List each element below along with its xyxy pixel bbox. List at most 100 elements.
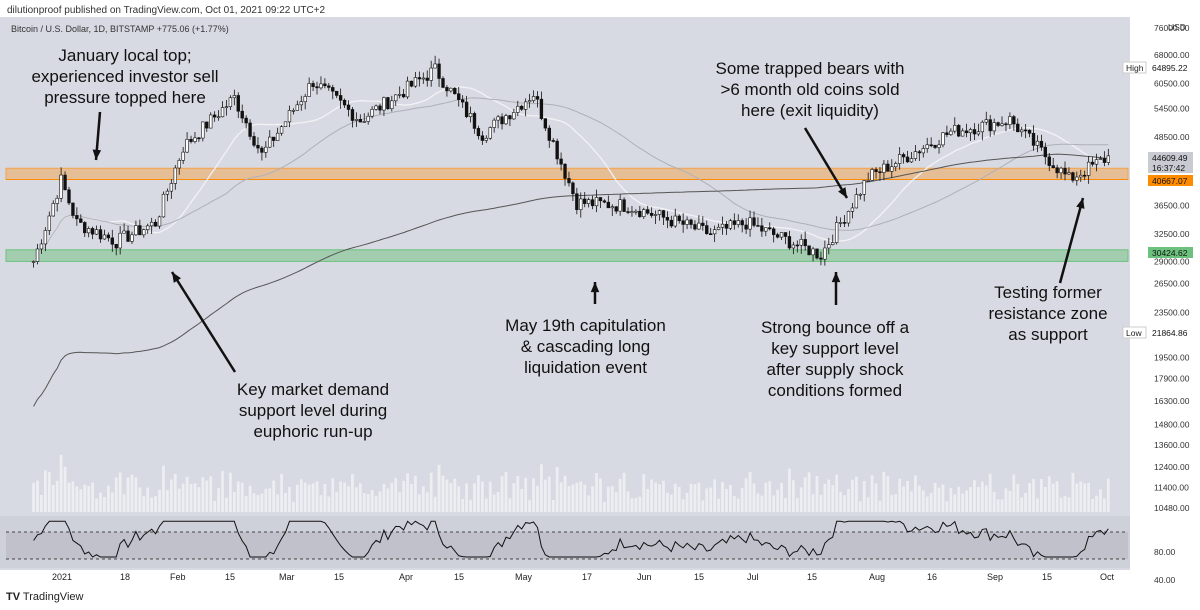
volume-bar bbox=[421, 486, 425, 512]
volume-bar bbox=[106, 485, 110, 512]
volume-bar bbox=[575, 482, 579, 512]
candle-down bbox=[905, 156, 910, 163]
candle-up bbox=[264, 146, 268, 153]
candle-down bbox=[752, 217, 756, 226]
volume-bar bbox=[756, 493, 760, 512]
volume-bar bbox=[721, 482, 724, 512]
candle-down bbox=[957, 125, 961, 137]
volume-bar bbox=[646, 489, 650, 512]
volume-bar bbox=[638, 496, 642, 512]
volume-bar bbox=[685, 492, 689, 512]
volume-bar bbox=[197, 487, 201, 512]
volume-bar bbox=[272, 480, 276, 512]
volume-bar bbox=[776, 489, 779, 512]
volume-bar bbox=[307, 484, 311, 512]
volume-bar bbox=[910, 491, 913, 512]
volume-bar bbox=[1047, 476, 1051, 512]
volume-bar bbox=[351, 474, 354, 512]
candle-down bbox=[646, 209, 650, 214]
candle-down bbox=[417, 77, 422, 80]
volume-bar bbox=[925, 496, 929, 512]
candle-up bbox=[216, 116, 221, 119]
volume-bar bbox=[760, 495, 764, 512]
candle-up bbox=[165, 190, 170, 195]
price-tick-label: 19500.00 bbox=[1154, 353, 1190, 363]
volume-bar bbox=[201, 477, 205, 512]
volume-bar bbox=[465, 483, 468, 512]
candle-down bbox=[583, 198, 587, 204]
candle-down bbox=[590, 199, 595, 207]
candle-down bbox=[236, 95, 240, 112]
candle-down bbox=[205, 121, 209, 129]
candle-down bbox=[744, 224, 748, 230]
candle-up bbox=[716, 226, 721, 230]
volume-bar bbox=[524, 477, 528, 512]
volume-bar bbox=[996, 499, 1000, 512]
candle-up bbox=[897, 154, 902, 164]
volume-bar bbox=[280, 473, 283, 512]
volume-bar bbox=[815, 475, 819, 512]
candle-down bbox=[705, 225, 709, 234]
candle-down bbox=[240, 110, 244, 119]
annotation-arrow-head bbox=[172, 272, 182, 283]
volume-bar bbox=[599, 478, 602, 512]
volume-bar bbox=[75, 486, 79, 512]
volume-bar bbox=[858, 501, 862, 512]
candle-up bbox=[630, 211, 634, 213]
time-tick-label: 18 bbox=[120, 572, 130, 582]
candle-up bbox=[398, 94, 402, 96]
volume-bar bbox=[540, 464, 543, 512]
price-tag-value: 21864.86 bbox=[1152, 328, 1188, 338]
candle-up bbox=[299, 101, 303, 106]
price-tick-label: 13600.00 bbox=[1154, 440, 1190, 450]
candle-down bbox=[1055, 167, 1059, 174]
candle-up bbox=[984, 119, 988, 123]
volume-bar bbox=[32, 482, 35, 512]
price-tag-label-bg bbox=[1122, 326, 1147, 339]
candle-down bbox=[555, 140, 559, 160]
volume-bar bbox=[563, 475, 567, 512]
candle-up bbox=[1075, 176, 1079, 181]
candle-down bbox=[520, 105, 524, 110]
volume-bar bbox=[1043, 486, 1047, 512]
volume-bar bbox=[433, 496, 437, 512]
price-axis bbox=[1130, 17, 1200, 585]
volume-bar bbox=[130, 474, 134, 512]
candle-up bbox=[122, 230, 126, 234]
volume-bar bbox=[347, 486, 350, 512]
volume-bar bbox=[610, 486, 614, 512]
candle-down bbox=[106, 234, 111, 239]
candle-up bbox=[1067, 172, 1071, 175]
candle-down bbox=[874, 169, 878, 173]
volume-bar bbox=[835, 474, 839, 512]
volume-bar bbox=[847, 488, 850, 512]
volume-bar bbox=[457, 486, 461, 512]
candle-up bbox=[846, 211, 851, 224]
volume-bar bbox=[118, 472, 122, 512]
volume-bar bbox=[406, 473, 409, 512]
zone-support bbox=[5, 249, 1129, 262]
volume-bar bbox=[358, 483, 362, 512]
candle-up bbox=[39, 243, 44, 250]
time-tick-label: 15 bbox=[225, 572, 235, 582]
volume-bar bbox=[929, 492, 933, 512]
candle-down bbox=[323, 83, 327, 87]
volume-bar bbox=[311, 483, 315, 512]
candle-down bbox=[571, 182, 575, 195]
candle-down bbox=[535, 96, 540, 100]
volume-bar bbox=[315, 481, 319, 512]
candle-down bbox=[964, 130, 969, 134]
candle-up bbox=[307, 83, 311, 97]
time-tick-label: Feb bbox=[170, 572, 186, 582]
price-tag-value: 40667.07 bbox=[1152, 176, 1188, 186]
annotation-arrow-shaft bbox=[170, 271, 237, 373]
candle-up bbox=[913, 151, 918, 159]
candle-up bbox=[968, 129, 973, 134]
volume-bar bbox=[488, 481, 492, 512]
candle-up bbox=[275, 132, 280, 141]
candle-down bbox=[189, 138, 193, 142]
volume-bar bbox=[402, 480, 405, 512]
candle-up bbox=[579, 198, 583, 210]
volume-bar bbox=[917, 485, 921, 512]
